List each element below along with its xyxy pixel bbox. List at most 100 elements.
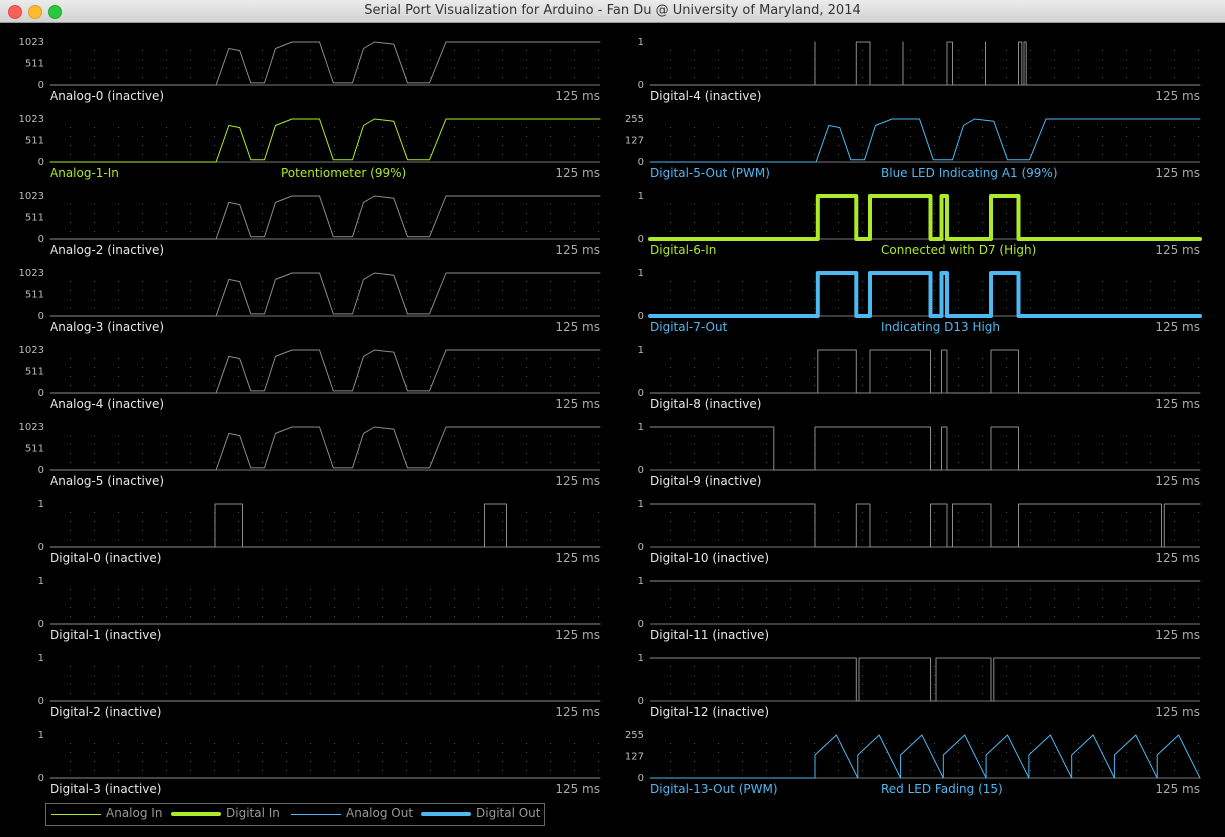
channel-label: Analog-3 (inactive) — [50, 320, 164, 334]
tick-label: 1023 — [19, 345, 44, 356]
time-window-label: 125 ms — [555, 89, 600, 103]
waveform-trace — [649, 503, 1201, 548]
grid-dots — [670, 512, 1199, 540]
tick-label: 0 — [38, 542, 44, 553]
channel-panel-a2: 1023 511 0 Analog-2 (inactive) 125 ms — [19, 191, 601, 257]
tick-label: 1023 — [19, 37, 44, 48]
waveform-trace — [649, 426, 1201, 471]
time-window-label: 125 ms — [555, 782, 600, 796]
legend-analog-in-label: Analog In — [106, 806, 163, 820]
time-window-label: 125 ms — [1155, 320, 1200, 334]
tick-label: 0 — [638, 465, 644, 476]
legend-digital-in-label: Digital In — [226, 806, 280, 820]
time-window-label: 125 ms — [1155, 166, 1200, 180]
tick-label: 511 — [25, 213, 44, 224]
channel-label: Digital-1 (inactive) — [50, 628, 161, 642]
tick-label: 511 — [25, 59, 44, 70]
tick-label: 1023 — [19, 422, 44, 433]
channel-note: Indicating D13 High — [881, 320, 1000, 334]
channel-panel-d12: 1 0 Digital-12 (inactive) 125 ms — [638, 653, 1201, 719]
grid-dots — [70, 743, 599, 771]
grid-dots — [70, 127, 599, 155]
channel-panel-d6: 1 0 Digital-6-In Connected with D7 (High) 12… — [638, 191, 1202, 257]
time-window-label: 125 ms — [1155, 89, 1200, 103]
tick-label: 511 — [25, 444, 44, 455]
time-window-label: 125 ms — [1155, 551, 1200, 565]
waveform-trace — [49, 41, 601, 86]
tick-label: 1 — [38, 730, 44, 741]
legend-analog-out-swatch — [291, 814, 341, 815]
zoom-window-button[interactable] — [48, 5, 62, 19]
channel-label: Digital-6-In — [650, 243, 716, 257]
tick-label: 1 — [38, 653, 44, 664]
grid-dots — [670, 435, 1199, 463]
waveform-trace — [49, 118, 601, 163]
waveform-trace — [648, 271, 1202, 318]
close-window-button[interactable] — [8, 5, 22, 19]
grid-dots — [70, 358, 599, 386]
minimize-window-button[interactable] — [28, 5, 42, 19]
signal-plots: 1023 511 0 Analog-0 (inactive) 125 ms 1023 511… — [19, 37, 1202, 796]
tick-label: 1 — [638, 37, 644, 48]
channel-note: Red LED Fading (15) — [881, 782, 1003, 796]
channel-label: Analog-1-In — [50, 166, 119, 180]
tick-label: 0 — [38, 157, 44, 168]
waveform-trace — [49, 503, 601, 548]
tick-label: 0 — [38, 234, 44, 245]
tick-label: 0 — [638, 542, 644, 553]
channel-panel-d10: 1 0 Digital-10 (inactive) 125 ms — [638, 499, 1201, 565]
channel-panel-d1: 1 0 Digital-1 (inactive) 125 ms — [38, 576, 601, 642]
grid-dots — [70, 281, 599, 309]
channel-label: Analog-4 (inactive) — [50, 397, 164, 411]
waveform-trace — [49, 272, 601, 317]
time-window-label: 125 ms — [1155, 782, 1200, 796]
waveform-trace — [649, 349, 1201, 394]
grid-dots — [670, 589, 1199, 617]
time-window-label: 125 ms — [555, 551, 600, 565]
channel-panel-d9: 1 0 Digital-9 (inactive) 125 ms — [638, 422, 1201, 488]
waveform-trace — [649, 657, 1201, 702]
tick-label: 0 — [638, 773, 644, 784]
channel-note: Potentiometer (99%) — [281, 166, 406, 180]
tick-label: 1 — [638, 268, 644, 279]
tick-label: 0 — [38, 696, 44, 707]
tick-label: 0 — [638, 80, 644, 91]
channel-panel-d2: 1 0 Digital-2 (inactive) 125 ms — [38, 653, 601, 719]
tick-label: 511 — [25, 136, 44, 147]
grid-dots — [70, 435, 599, 463]
tick-label: 127 — [625, 752, 644, 763]
grid-dots — [670, 358, 1199, 386]
tick-label: 0 — [638, 696, 644, 707]
channel-panel-d0: 1 0 Digital-0 (inactive) 125 ms — [38, 499, 601, 565]
tick-label: 511 — [25, 290, 44, 301]
time-window-label: 125 ms — [555, 397, 600, 411]
time-window-label: 125 ms — [555, 166, 600, 180]
channel-panel-a3: 1023 511 0 Analog-3 (inactive) 125 ms — [19, 268, 601, 334]
channel-label: Digital-5-Out (PWM) — [650, 166, 770, 180]
grid-dots — [670, 743, 1199, 771]
channel-label: Digital-3 (inactive) — [50, 782, 161, 796]
tick-label: 1 — [38, 499, 44, 510]
tick-label: 0 — [38, 311, 44, 322]
grid-dots — [70, 666, 599, 694]
waveform-trace — [49, 349, 601, 394]
tick-label: 1 — [638, 191, 644, 202]
time-window-label: 125 ms — [555, 320, 600, 334]
legend-analog-out-label: Analog Out — [346, 806, 414, 820]
grid-dots — [70, 204, 599, 232]
time-window-label: 125 ms — [1155, 243, 1200, 257]
channel-label: Digital-9 (inactive) — [650, 474, 761, 488]
time-window-label: 125 ms — [1155, 397, 1200, 411]
legend-digital-out-swatch — [421, 812, 471, 816]
time-window-label: 125 ms — [1155, 705, 1200, 719]
tick-label: 0 — [38, 465, 44, 476]
tick-label: 0 — [38, 80, 44, 91]
channel-panel-d4: 1 0 Digital-4 (inactive) 125 ms — [638, 37, 1201, 103]
tick-label: 127 — [625, 136, 644, 147]
channel-panel-d7: 1 0 Digital-7-Out Indicating D13 High 125 ms — [638, 268, 1202, 334]
channel-panel-a0: 1023 511 0 Analog-0 (inactive) 125 ms — [19, 37, 601, 103]
tick-label: 1023 — [19, 114, 44, 125]
window-titlebar: Serial Port Visualization for Arduino - … — [0, 0, 1225, 23]
time-window-label: 125 ms — [1155, 474, 1200, 488]
legend-digital-in-swatch — [171, 812, 221, 816]
